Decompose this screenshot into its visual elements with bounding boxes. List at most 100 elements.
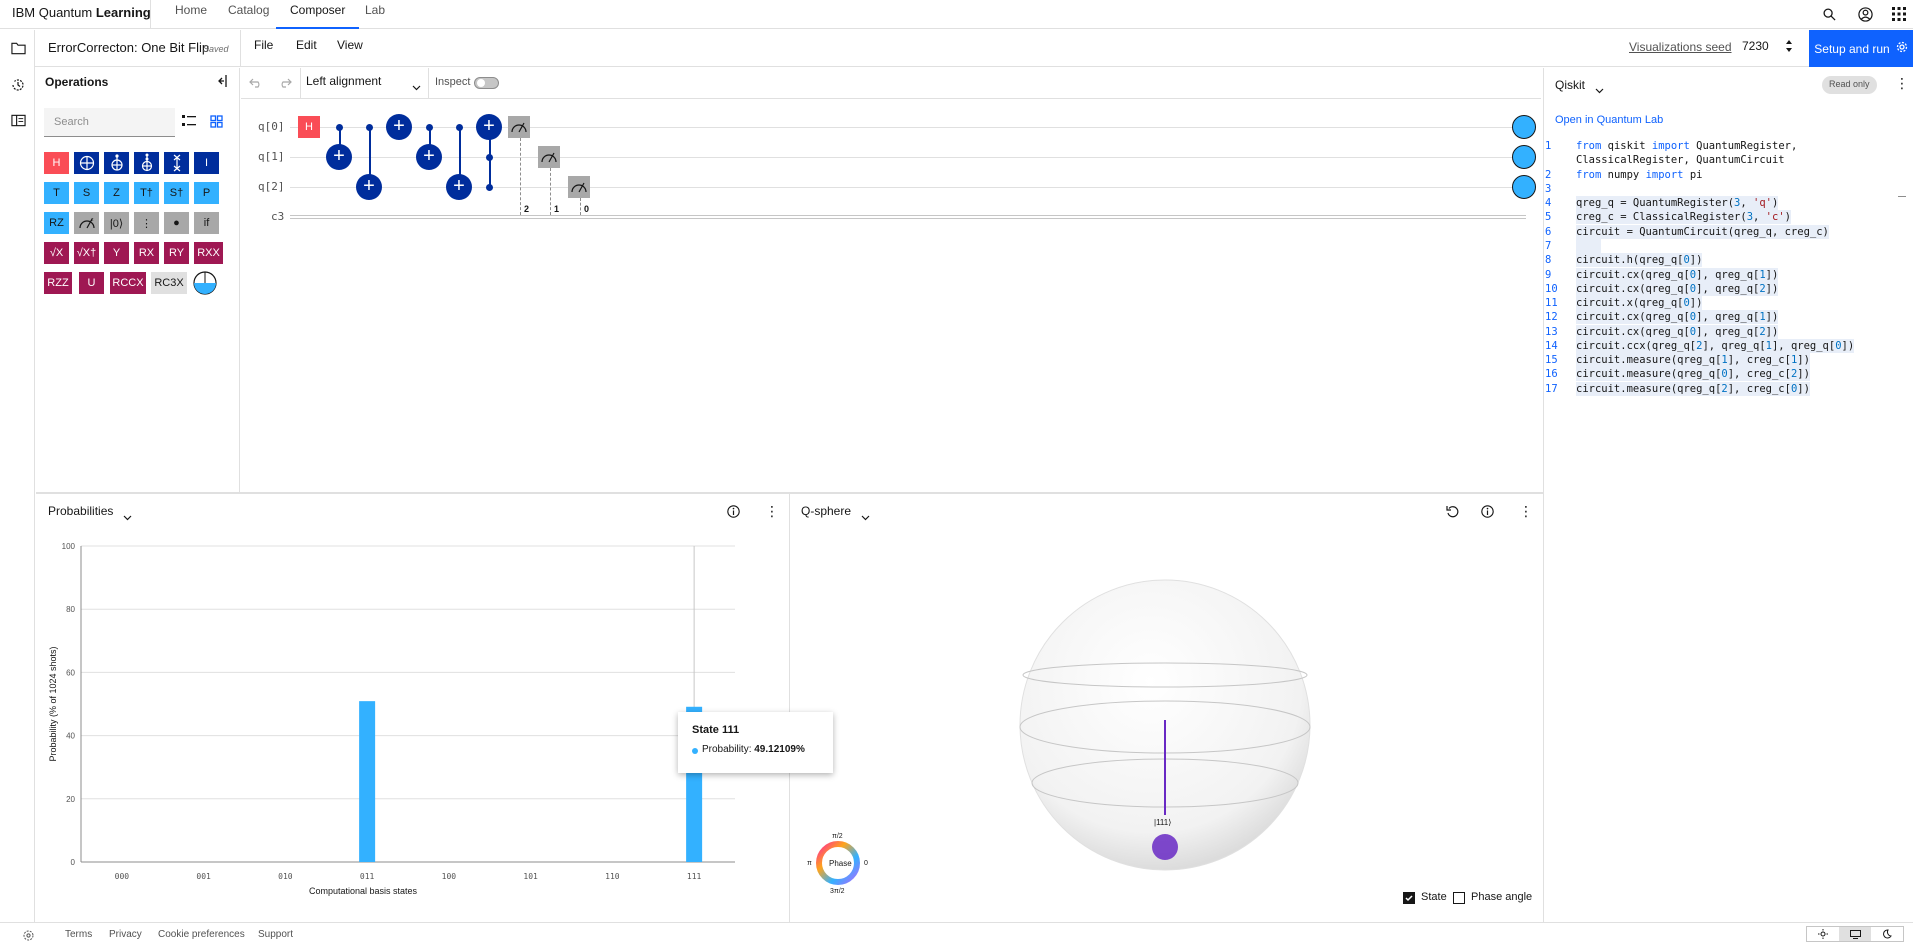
state-checkbox[interactable] <box>1403 892 1415 904</box>
user-avatar-icon[interactable] <box>1855 4 1875 24</box>
list-view-icon[interactable] <box>182 115 196 130</box>
chevron-down-icon[interactable] <box>123 509 132 524</box>
seed-stepper-icon[interactable] <box>1785 38 1793 57</box>
nav-lab[interactable]: Lab <box>365 3 386 17</box>
app-switcher-icon[interactable] <box>1889 4 1909 24</box>
footer-privacy-link[interactable]: Privacy <box>109 929 142 940</box>
phase-angle-checkbox[interactable] <box>1453 892 1465 904</box>
gate-swap[interactable] <box>164 152 189 174</box>
cnot-target[interactable]: + <box>356 174 382 200</box>
circuit-title[interactable]: ErrorCorrecton: One Bit Flip <box>48 40 210 55</box>
gate-if[interactable]: if <box>194 212 219 234</box>
chevron-down-icon[interactable] <box>1595 82 1604 97</box>
folder-icon[interactable] <box>8 38 28 58</box>
control-dot[interactable] <box>456 124 463 131</box>
qubit-end-marker[interactable] <box>1512 145 1536 169</box>
gate-toffoli[interactable] <box>104 152 129 174</box>
gate-rxx[interactable]: RXX <box>194 242 223 264</box>
visualizations-seed-label[interactable]: Visualizations seed <box>1629 40 1732 54</box>
control-dot[interactable] <box>366 124 373 131</box>
footer-support-link[interactable]: Support <box>258 929 294 940</box>
info-icon[interactable] <box>727 505 740 521</box>
gate-s[interactable]: S <box>74 182 99 204</box>
gate-sdg[interactable]: S† <box>164 182 189 204</box>
cnot-target[interactable]: + <box>416 144 442 170</box>
scrollbar-marker[interactable] <box>1898 196 1906 197</box>
settings-icon[interactable] <box>23 929 34 944</box>
nav-composer[interactable]: Composer <box>276 0 360 29</box>
info-icon[interactable] <box>1481 505 1494 521</box>
menu-edit[interactable]: Edit <box>296 38 317 52</box>
gate-barrier[interactable]: ⋮ <box>134 212 159 234</box>
gate-t[interactable]: T <box>44 182 69 204</box>
system-theme-icon[interactable] <box>1839 927 1871 941</box>
gate-measure[interactable]: z <box>74 212 99 234</box>
overflow-menu-icon[interactable]: ⋮ <box>1519 503 1533 519</box>
measure-gate[interactable] <box>508 116 530 138</box>
control-dot[interactable] <box>486 154 493 161</box>
nav-catalog[interactable]: Catalog <box>228 3 270 17</box>
history-icon[interactable] <box>8 75 28 95</box>
docs-icon[interactable] <box>8 110 28 130</box>
qsphere-visualization[interactable] <box>1010 565 1330 875</box>
qsphere-dropdown[interactable]: Q-sphere <box>801 504 852 518</box>
gate-ry[interactable]: RY <box>164 242 189 264</box>
ccx-target[interactable]: + <box>476 114 502 140</box>
collapse-panel-icon[interactable] <box>214 74 228 91</box>
cnot-target[interactable]: + <box>326 144 352 170</box>
undo-icon[interactable] <box>249 76 263 91</box>
grid-view-icon[interactable] <box>210 115 223 131</box>
menu-file[interactable]: File <box>254 38 274 52</box>
x-gate[interactable]: + <box>386 114 412 140</box>
footer-terms-link[interactable]: Terms <box>65 929 93 940</box>
gate-identity[interactable]: I <box>194 152 219 174</box>
reset-view-icon[interactable] <box>1446 505 1459 521</box>
overflow-menu-icon[interactable]: ⋮ <box>765 503 779 519</box>
qubit-end-marker[interactable] <box>1512 175 1536 199</box>
control-dot[interactable] <box>426 124 433 131</box>
open-quantum-lab-link[interactable]: Open in Quantum Lab <box>1555 114 1664 126</box>
brand-logo[interactable]: IBM Quantum Learning <box>12 5 151 20</box>
gate-y[interactable]: Y <box>104 242 129 264</box>
inspect-toggle[interactable] <box>474 77 499 89</box>
menu-view[interactable]: View <box>337 38 363 52</box>
search-icon[interactable] <box>1819 4 1839 24</box>
gate-control[interactable]: ● <box>164 212 189 234</box>
control-dot[interactable] <box>336 124 343 131</box>
measure-gate[interactable] <box>568 176 590 198</box>
dark-theme-icon[interactable] <box>1871 927 1903 941</box>
redo-icon[interactable] <box>278 76 292 91</box>
setup-and-run-button[interactable]: Setup and run <box>1809 30 1913 67</box>
measure-gate[interactable] <box>538 146 560 168</box>
gate-rx[interactable]: RX <box>134 242 159 264</box>
chevron-down-icon[interactable] <box>412 79 421 94</box>
control-dot[interactable] <box>486 184 493 191</box>
gate-bloch-sphere-icon[interactable] <box>193 271 217 298</box>
gate-u[interactable]: U <box>79 272 104 294</box>
gate-p[interactable]: P <box>194 182 219 204</box>
footer-cookie-link[interactable]: Cookie preferences <box>158 929 245 940</box>
gate-h[interactable]: H <box>44 152 69 174</box>
circuit-gate-h[interactable]: H <box>298 116 320 138</box>
gate-sx[interactable]: √X <box>44 242 69 264</box>
overflow-menu-icon[interactable]: ⋮ <box>1895 75 1909 91</box>
alignment-dropdown[interactable]: Left alignment <box>306 74 382 88</box>
gate-tdg[interactable]: T† <box>134 182 159 204</box>
gate-rccx[interactable]: RCCX <box>110 272 146 294</box>
nav-home[interactable]: Home <box>175 3 208 17</box>
light-theme-icon[interactable] <box>1807 927 1839 941</box>
gate-rz[interactable]: RZ <box>44 212 69 234</box>
gate-sxdg[interactable]: √X† <box>74 242 99 264</box>
gate-reset[interactable]: |0⟩ <box>104 212 129 234</box>
gate-z[interactable]: Z <box>104 182 129 204</box>
gate-rc3x[interactable]: RC3X <box>151 272 187 294</box>
chevron-down-icon[interactable] <box>861 509 870 524</box>
bar[interactable] <box>359 701 376 862</box>
seed-value-input[interactable]: 7230 <box>1742 39 1769 53</box>
language-dropdown[interactable]: Qiskit <box>1555 78 1585 92</box>
gate-ccx[interactable] <box>134 152 159 174</box>
probabilities-dropdown[interactable]: Probabilities <box>48 504 114 518</box>
gate-rzz[interactable]: RZZ <box>44 272 72 294</box>
gate-cnot[interactable] <box>74 152 99 174</box>
qubit-end-marker[interactable] <box>1512 115 1536 139</box>
